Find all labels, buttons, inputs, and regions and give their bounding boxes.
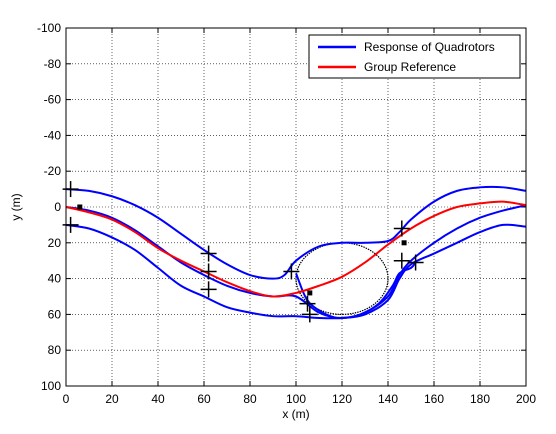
y-tick-label: 80 [48,343,62,357]
y-axis-ticks: -100 -80 -60 -40 -20 0 20 40 60 80 100 [37,21,526,393]
x-tick-label: 20 [105,392,119,406]
y-tick-label: 40 [48,272,62,286]
series-line-quadrotor-3 [65,223,527,320]
square-marker [401,240,407,246]
x-tick-label: 100 [286,392,306,406]
y-tick-label: 100 [41,379,61,393]
x-tick-label: 80 [243,392,257,406]
series-line-quadrotor-1 [65,185,527,280]
x-tick-label: 120 [332,392,352,406]
legend-box [308,34,521,79]
x-axis-ticks: 0 20 40 60 80 100 120 140 160 180 200 [63,28,536,406]
plus-marker [301,306,318,323]
x-tick-label: 160 [424,392,444,406]
plus-marker [393,252,410,269]
x-tick-label: 200 [516,392,536,406]
plus-marker [200,263,217,280]
legend: Response of Quadrotors Group Reference [308,34,521,79]
plus-marker [393,220,410,237]
x-tick-label: 140 [378,392,398,406]
plus-marker [62,181,79,198]
y-tick-label: -80 [44,57,62,71]
legend-label-reference: Group Reference [364,60,456,74]
plus-marker [283,263,300,280]
plus-marker [299,295,316,312]
plot-frame [65,27,527,387]
x-tick-label: 60 [197,392,211,406]
square-marker [77,204,83,210]
plus-marker [200,281,217,298]
plus-marker [200,245,217,262]
x-tick-label: 40 [151,392,165,406]
series-line-group-reference [65,200,527,298]
y-tick-label: 60 [48,307,62,321]
y-tick-label: -60 [44,93,62,107]
plus-marker [407,254,424,271]
series-line-quadrotor-4 [295,261,417,320]
legend-label-response: Response of Quadrotors [364,40,495,54]
y-tick-label: 20 [48,236,62,250]
y-tick-label: -20 [44,164,62,178]
marker-group [62,181,424,323]
x-axis-label: x (m) [282,407,309,421]
y-tick-label: -40 [44,128,62,142]
y-axis-label: y (m) [9,193,23,220]
plus-marker [62,216,79,233]
x-tick-label: 180 [470,392,490,406]
square-marker [307,290,313,296]
y-tick-label: 0 [54,200,61,214]
y-tick-label: -100 [37,21,61,35]
plot-area [66,28,526,386]
x-tick-label: 0 [63,392,70,406]
